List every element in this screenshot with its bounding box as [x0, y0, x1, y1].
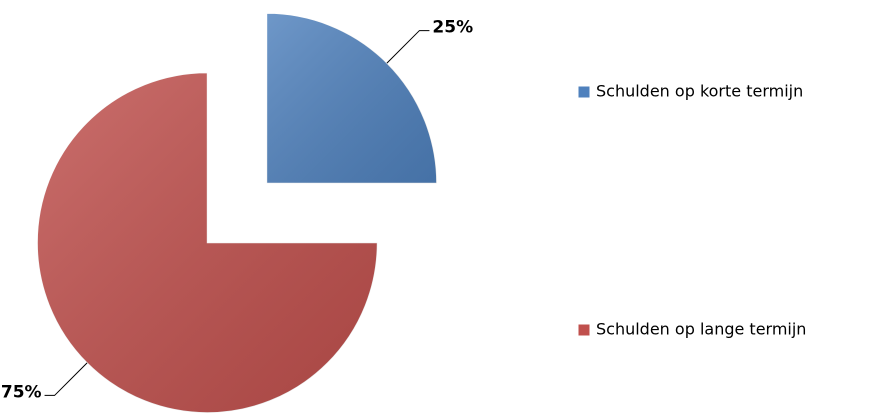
slice-shade	[266, 13, 437, 184]
leader-line	[44, 362, 88, 396]
leader-line	[386, 30, 430, 64]
legend-label: Schulden op lange termijn	[596, 320, 806, 339]
legend-swatch	[577, 323, 591, 337]
data-label: 75%	[1, 382, 42, 402]
legend-label: Schulden op korte termijn	[596, 82, 803, 101]
slice-shade	[37, 72, 378, 413]
legend-swatch	[577, 85, 591, 99]
data-label: 25%	[432, 18, 473, 38]
